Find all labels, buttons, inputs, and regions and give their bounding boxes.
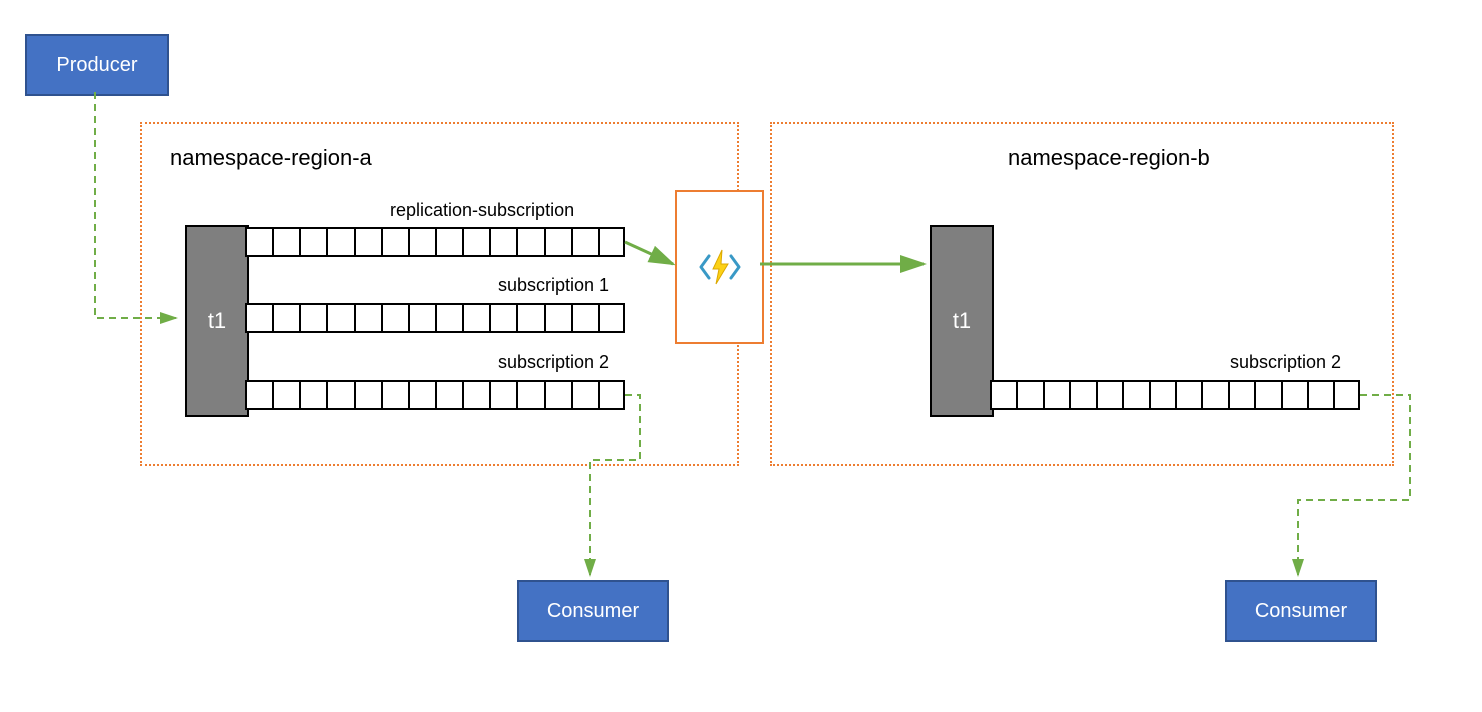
queue-cell xyxy=(354,227,381,257)
queue-cell xyxy=(435,303,462,333)
queue-cell xyxy=(1201,380,1227,410)
queue-cell xyxy=(516,227,543,257)
consumer-a-box: Consumer xyxy=(517,580,669,642)
queue-cell xyxy=(1069,380,1095,410)
queue-cell xyxy=(462,303,489,333)
queue-cell xyxy=(1175,380,1201,410)
queue-cell xyxy=(516,303,543,333)
consumer-a-label: Consumer xyxy=(547,600,639,623)
azure-function-icon xyxy=(695,242,745,292)
queue-cell xyxy=(354,380,381,410)
queue-sub1 xyxy=(245,303,625,333)
topic-a-box: t1 xyxy=(185,225,249,417)
queue-sub2b xyxy=(990,380,1360,410)
queue-cell xyxy=(489,227,516,257)
queue-cell xyxy=(544,380,571,410)
producer-box: Producer xyxy=(25,34,169,96)
queue-cell xyxy=(1149,380,1175,410)
producer-label: Producer xyxy=(56,54,137,77)
queue-cell xyxy=(326,303,353,333)
queue-cell xyxy=(408,303,435,333)
queue-cell xyxy=(299,227,326,257)
region-b-label: namespace-region-b xyxy=(1008,145,1210,171)
queue-cell xyxy=(245,227,272,257)
sub-label-2a: subscription 2 xyxy=(498,352,609,373)
queue-cell xyxy=(408,380,435,410)
queue-cell xyxy=(272,380,299,410)
queue-cell xyxy=(516,380,543,410)
queue-cell xyxy=(272,227,299,257)
queue-cell xyxy=(1228,380,1254,410)
queue-cell xyxy=(489,303,516,333)
queue-sub2a xyxy=(245,380,625,410)
queue-cell xyxy=(1043,380,1069,410)
sub-label-1: subscription 1 xyxy=(498,275,609,296)
sub-label-replication: replication-subscription xyxy=(390,200,574,221)
queue-cell xyxy=(462,227,489,257)
queue-cell xyxy=(489,380,516,410)
sub-label-2b: subscription 2 xyxy=(1230,352,1341,373)
queue-cell xyxy=(544,303,571,333)
queue-cell xyxy=(1254,380,1280,410)
topic-b-box: t1 xyxy=(930,225,994,417)
queue-cell xyxy=(544,227,571,257)
queue-cell xyxy=(435,380,462,410)
queue-cell xyxy=(408,227,435,257)
queue-cell xyxy=(571,380,598,410)
queue-cell xyxy=(598,303,625,333)
queue-cell xyxy=(299,380,326,410)
queue-cell xyxy=(1122,380,1148,410)
queue-replication xyxy=(245,227,625,257)
function-box xyxy=(675,190,764,344)
consumer-b-box: Consumer xyxy=(1225,580,1377,642)
queue-cell xyxy=(381,380,408,410)
queue-cell xyxy=(1281,380,1307,410)
consumer-b-label: Consumer xyxy=(1255,600,1347,623)
queue-cell xyxy=(435,227,462,257)
queue-cell xyxy=(299,303,326,333)
queue-cell xyxy=(462,380,489,410)
queue-cell xyxy=(1016,380,1042,410)
queue-cell xyxy=(381,227,408,257)
queue-cell xyxy=(571,303,598,333)
region-b-box xyxy=(770,122,1394,466)
queue-cell xyxy=(326,227,353,257)
queue-cell xyxy=(381,303,408,333)
queue-cell xyxy=(571,227,598,257)
queue-cell xyxy=(245,303,272,333)
topic-a-label: t1 xyxy=(208,308,226,334)
region-a-label: namespace-region-a xyxy=(170,145,372,171)
queue-cell xyxy=(990,380,1016,410)
queue-cell xyxy=(598,227,625,257)
topic-b-label: t1 xyxy=(953,308,971,334)
queue-cell xyxy=(1307,380,1333,410)
queue-cell xyxy=(1333,380,1359,410)
queue-cell xyxy=(245,380,272,410)
queue-cell xyxy=(598,380,625,410)
queue-cell xyxy=(354,303,381,333)
queue-cell xyxy=(326,380,353,410)
queue-cell xyxy=(272,303,299,333)
queue-cell xyxy=(1096,380,1122,410)
